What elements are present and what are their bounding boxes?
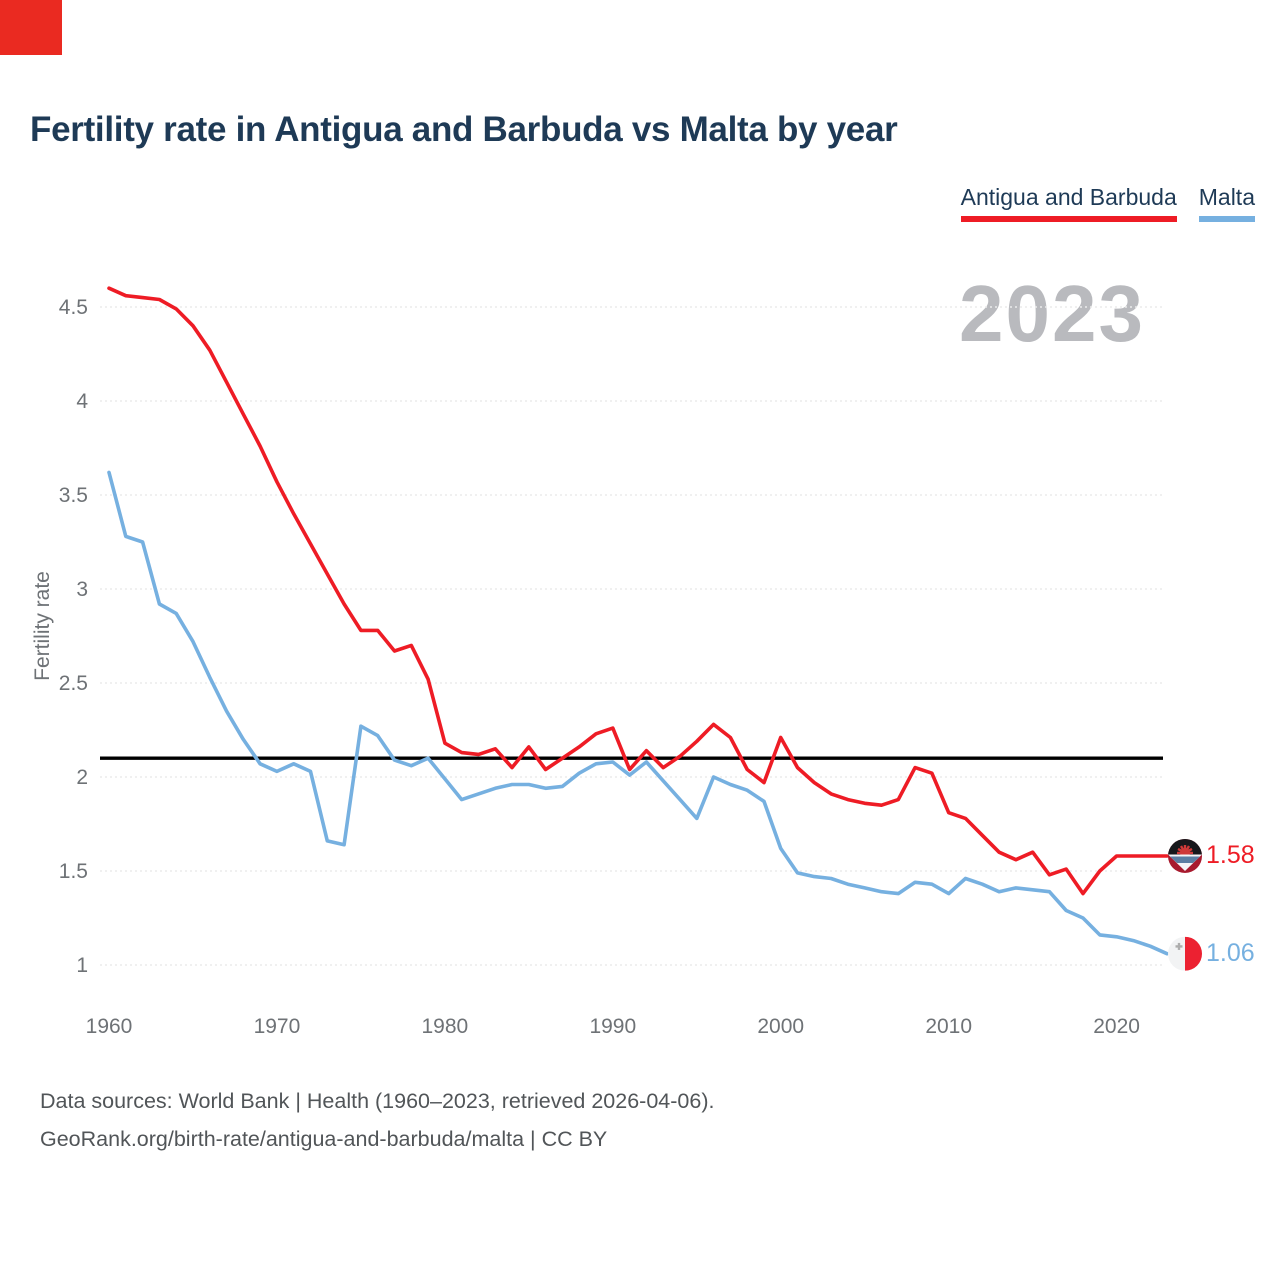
y-tick-label-2.5: 2.5	[59, 672, 88, 695]
series-line-antigua-and-barbuda	[107, 286, 1169, 896]
x-tick-label-1980: 1980	[422, 1015, 469, 1038]
footer: Data sources: World Bank | Health (1960–…	[40, 1082, 714, 1158]
y-tick-label-3.5: 3.5	[59, 484, 88, 507]
current-year-watermark: 2023	[959, 269, 1145, 358]
x-tick-label-1990: 1990	[589, 1015, 636, 1038]
y-tick-label-1: 1	[76, 954, 88, 977]
antigua-flag-icon	[1168, 838, 1202, 873]
x-tick-label-2020: 2020	[1093, 1015, 1140, 1038]
malta-flag-icon	[1168, 936, 1202, 971]
footer-sources-line: Data sources: World Bank | Health (1960–…	[40, 1089, 715, 1113]
x-tick-label-2000: 2000	[757, 1015, 804, 1038]
x-tick-label-1970: 1970	[254, 1015, 301, 1038]
y-tick-label-3: 3	[76, 578, 88, 601]
y-tick-label-4.5: 4.5	[59, 296, 88, 319]
legend-item-malta[interactable]: Malta	[1198, 184, 1255, 222]
end-value-label-malta: 1.06	[1206, 938, 1255, 967]
corner-red-block	[0, 0, 62, 55]
y-tick-label-1.5: 1.5	[59, 860, 88, 883]
x-tick-label-2010: 2010	[925, 1015, 972, 1038]
legend: Antigua and Barbuda Malta	[960, 184, 1255, 222]
series-line-malta	[107, 470, 1169, 956]
end-value-label-antigua-and-barbuda: 1.58	[1206, 840, 1255, 869]
y-tick-label-4: 4	[76, 390, 88, 413]
y-tick-label-2: 2	[76, 766, 88, 789]
page-title: Fertility rate in Antigua and Barbuda vs…	[30, 110, 898, 149]
legend-item-antigua-and-barbuda[interactable]: Antigua and Barbuda	[960, 184, 1177, 222]
x-tick-label-1960: 1960	[86, 1015, 133, 1038]
footer-url-line: GeoRank.org/birth-rate/antigua-and-barbu…	[40, 1127, 608, 1151]
